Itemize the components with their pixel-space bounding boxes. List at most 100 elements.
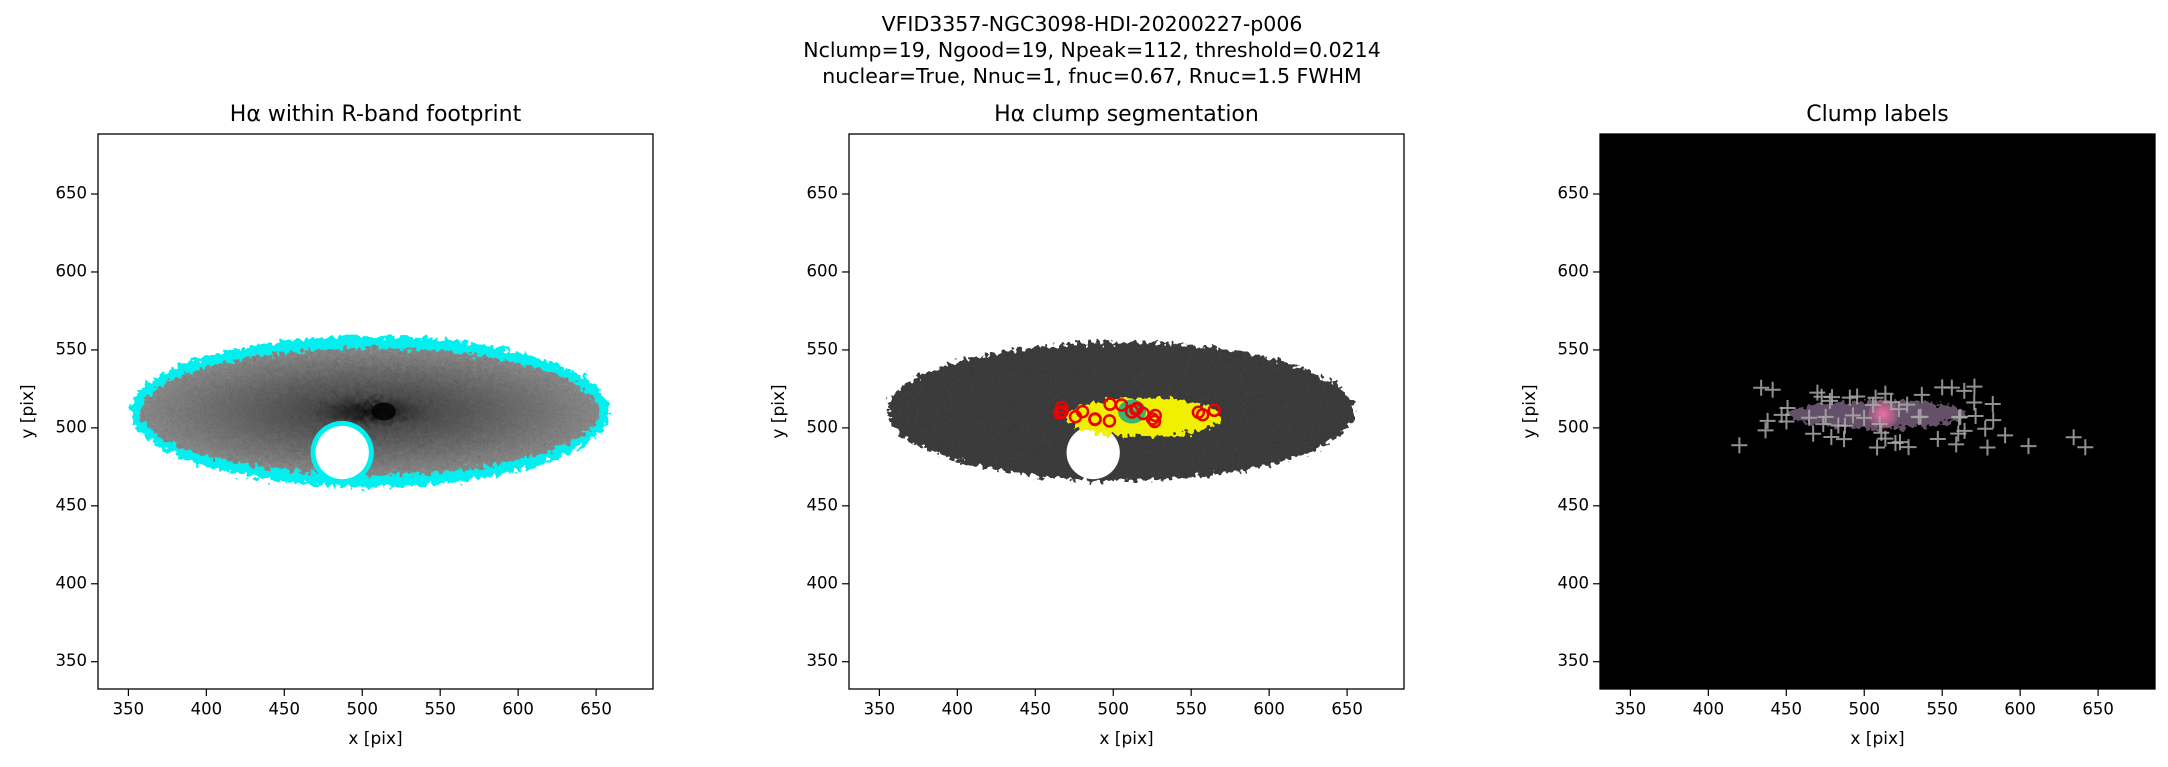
peak-marker: [2020, 438, 2037, 455]
y-tick-label: 550: [56, 339, 88, 358]
peak-marker: [1952, 408, 1969, 425]
peak-marker: [1997, 427, 2014, 444]
y-tick-label: 450: [807, 495, 839, 514]
image-layer: [130, 336, 610, 487]
peak-marker: [1984, 396, 2001, 413]
y-tick-label: 650: [807, 184, 839, 203]
x-tick-label: 400: [942, 700, 974, 719]
peak-marker: [1759, 412, 1776, 429]
y-tick-label: 400: [807, 573, 839, 592]
peak-marker: [1871, 416, 1888, 433]
suptitle-line: VFID3357-NGC3098-HDI-20200227-p006: [882, 12, 1303, 36]
y-tick-label: 450: [1558, 495, 1590, 514]
masked-star: [315, 425, 369, 480]
peak-marker: [1813, 388, 1830, 405]
x-tick-label: 650: [580, 700, 612, 719]
peak-marker: [1817, 408, 1834, 425]
galaxy-core: [371, 402, 396, 421]
x-tick-label: 450: [1771, 700, 1803, 719]
peak-marker: [1967, 408, 1984, 425]
peak-marker: [1815, 416, 1832, 433]
peak-marker: [1867, 389, 1884, 406]
suptitle-line: Nclump=19, Ngood=19, Npeak=112, threshol…: [803, 38, 1381, 62]
x-tick-label: 600: [502, 700, 534, 719]
y-tick-label: 550: [807, 339, 839, 358]
x-tick-label: 400: [191, 700, 223, 719]
suptitle-line: nuclear=True, Nnuc=1, fnuc=0.67, Rnuc=1.…: [822, 64, 1361, 88]
peak-marker: [1823, 428, 1840, 445]
y-tick-label: 600: [807, 261, 839, 280]
peak-marker: [1979, 439, 1996, 456]
peak-marker: [1985, 412, 2002, 429]
peak-marker: [1836, 417, 1853, 434]
x-tick-label: 550: [1175, 700, 1207, 719]
y-tick-label: 350: [807, 651, 839, 670]
peak-marker: [1805, 425, 1822, 442]
x-axis-label: x [pix]: [348, 729, 402, 749]
clump-marker: [1055, 404, 1069, 419]
x-tick-label: 350: [1615, 700, 1647, 719]
image-layer: [887, 342, 1355, 481]
peak-marker: [1877, 385, 1894, 402]
y-axis-label: y [pix]: [769, 384, 789, 438]
nucleus-marker: [1124, 404, 1140, 419]
panel-title: Hα clump segmentation: [994, 102, 1259, 127]
peak-marker: [1912, 408, 1929, 425]
y-tick-label: 350: [56, 651, 88, 670]
peak-marker: [1890, 401, 1907, 418]
peak-marker: [1757, 422, 1774, 439]
x-tick-label: 500: [1097, 700, 1129, 719]
x-tick-label: 500: [1848, 700, 1880, 719]
y-tick-label: 500: [807, 417, 839, 436]
x-tick-label: 400: [1693, 700, 1725, 719]
y-tick-label: 650: [56, 184, 88, 203]
y-tick-label: 400: [1558, 573, 1590, 592]
masked-star: [1066, 425, 1120, 480]
peak-marker: [2065, 429, 2082, 446]
clump-marker: [1145, 412, 1160, 426]
y-axis-label: y [pix]: [18, 384, 38, 438]
x-axis-label: x [pix]: [1099, 729, 1153, 749]
peak-marker: [1977, 420, 1994, 437]
y-axis-label: y [pix]: [1520, 384, 1540, 438]
axes-frame: [848, 133, 1405, 690]
peak-marker: [1948, 436, 1965, 453]
peak-marker: [1731, 437, 1748, 454]
peak-marker: [1966, 378, 1983, 395]
x-tick-label: 450: [269, 700, 301, 719]
image-layer: [1731, 378, 2094, 456]
y-tick-label: 500: [1558, 417, 1590, 436]
peak-marker: [1809, 384, 1826, 401]
peak-marker: [1836, 431, 1853, 448]
y-tick-label: 600: [1558, 261, 1590, 280]
peak-marker: [1873, 424, 1890, 441]
y-tick-label: 350: [1558, 651, 1590, 670]
peak-marker: [1900, 439, 1917, 456]
x-axis-label: x [pix]: [1850, 729, 1904, 749]
x-tick-label: 550: [1926, 700, 1958, 719]
x-tick-label: 600: [2004, 700, 2036, 719]
peak-marker: [1801, 409, 1818, 426]
x-tick-label: 350: [113, 700, 145, 719]
peak-marker: [1856, 409, 1873, 426]
peak-marker: [1891, 434, 1908, 451]
clump-marker: [1068, 409, 1083, 424]
x-tick-label: 600: [1253, 700, 1285, 719]
peak-marker: [1764, 381, 1781, 398]
axes-frame: [97, 133, 654, 690]
clump-marker: [1114, 398, 1129, 412]
x-tick-label: 650: [2082, 700, 2114, 719]
peak-marker: [1849, 388, 1866, 405]
peak-marker: [1929, 430, 1946, 447]
peak-marker: [1966, 394, 1983, 411]
peak-marker: [2077, 439, 2094, 456]
galaxy-image: [140, 348, 600, 475]
y-tick-label: 500: [56, 417, 88, 436]
peak-marker: [1883, 394, 1900, 411]
x-tick-label: 450: [1020, 700, 1052, 719]
peak-marker: [1865, 396, 1882, 413]
peak-marker: [1753, 379, 1770, 396]
peak-marker: [1899, 396, 1916, 413]
y-tick-label: 400: [56, 573, 88, 592]
